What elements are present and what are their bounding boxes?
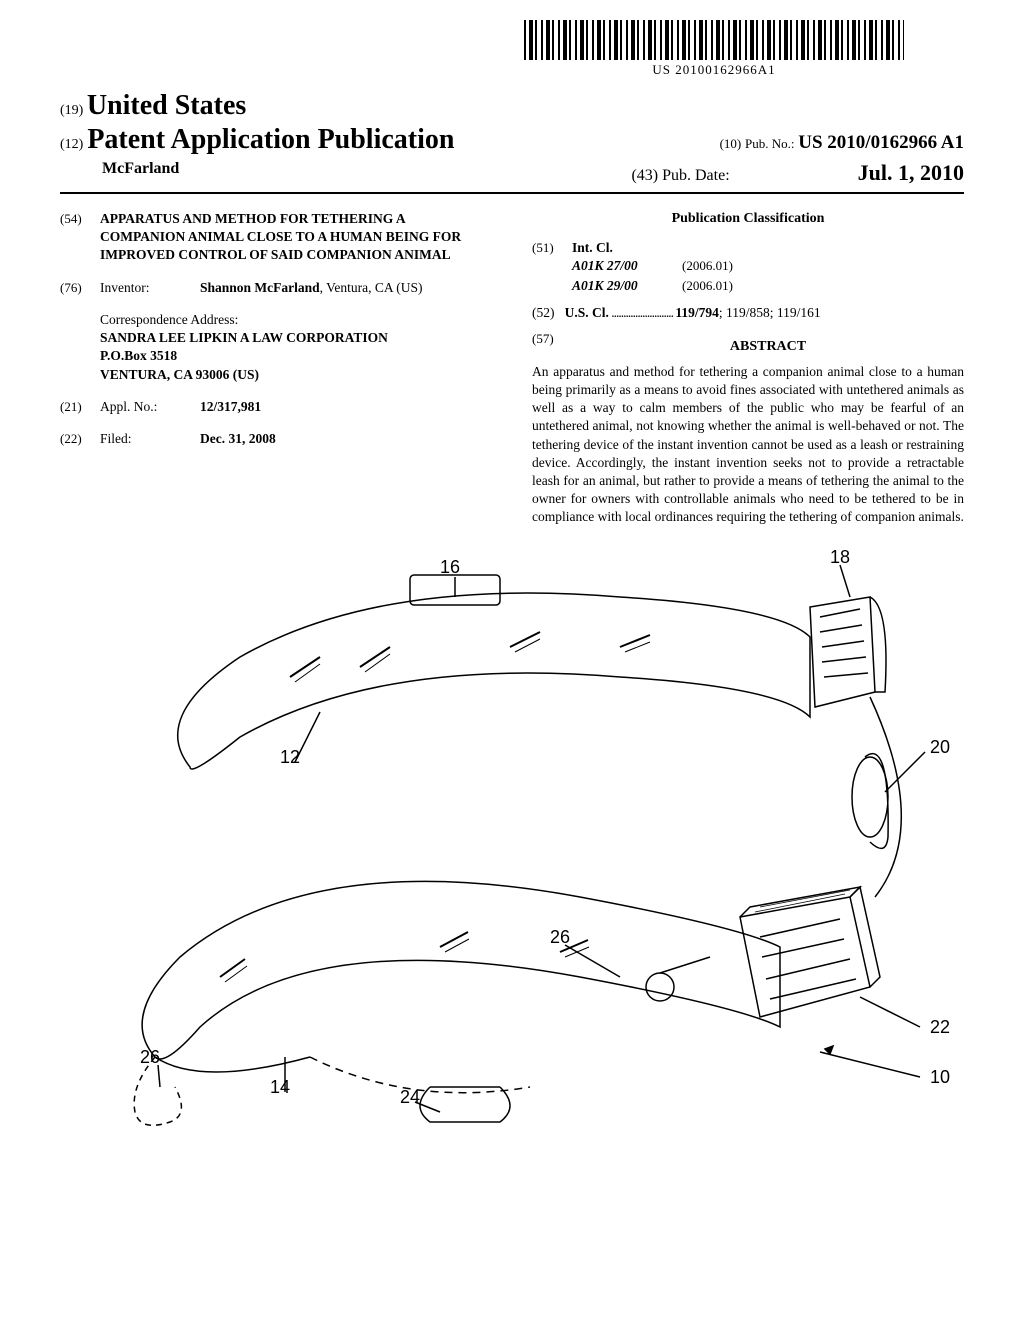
intcl-num: (51)	[532, 239, 572, 298]
correspondence-address: Correspondence Address: SANDRA LEE LIPKI…	[100, 311, 492, 384]
pubno-label: Pub. No.:	[745, 136, 794, 151]
corr-label: Correspondence Address:	[100, 311, 492, 329]
pub-number-block: (10) Pub. No.: US 2010/0162966 A1	[720, 132, 964, 154]
inventor-value: Shannon McFarland, Ventura, CA (US)	[200, 279, 492, 297]
appl-field: (21) Appl. No.: 12/317,981	[60, 398, 492, 416]
uscl-bold: 119/794	[675, 305, 719, 320]
filed-num: (22)	[60, 430, 100, 448]
intcl-label-text: Int. Cl.	[572, 240, 613, 255]
intcl-year-0: (2006.01)	[682, 257, 733, 275]
ref-16: 16	[440, 557, 460, 578]
ref-12: 12	[280, 747, 300, 768]
title-num: (54)	[60, 210, 100, 265]
pubno-num: (10)	[720, 136, 742, 151]
uscl-field: (52) U.S. Cl. 119/794; 119/858; 119/161	[532, 304, 964, 322]
appl-num: (21)	[60, 398, 100, 416]
ref-18: 18	[830, 547, 850, 568]
country-line: (19) United States	[60, 90, 964, 122]
inventor-name: Shannon McFarland	[200, 280, 320, 295]
ref-20: 20	[930, 737, 950, 758]
abstract-title: ABSTRACT	[572, 338, 964, 357]
abstract-num: (57)	[532, 330, 572, 363]
ref-14: 14	[270, 1077, 290, 1098]
corr-line1: SANDRA LEE LIPKIN A LAW CORPORATION	[100, 330, 388, 345]
filed-label: Filed:	[100, 430, 200, 448]
ref-26b: 26	[140, 1047, 160, 1068]
intcl-code-1: A01K 29/00	[572, 277, 682, 295]
author-name: McFarland	[102, 160, 179, 177]
author-cell: McFarland	[60, 160, 179, 186]
pub-title-main: Patent Application Publication	[87, 124, 454, 155]
corr-line2: P.O.Box 3518	[100, 348, 177, 363]
author-row: McFarland (43) Pub. Date: Jul. 1, 2010	[60, 160, 964, 186]
patent-figure: 16 18 12 20 26 22 14 24 26 10	[60, 547, 964, 1187]
pubdate-num: (43)	[631, 167, 658, 184]
left-column: (54) APPARATUS AND METHOD FOR TETHERING …	[60, 210, 492, 527]
uscl-dots	[609, 305, 676, 320]
ref-26a: 26	[550, 927, 570, 948]
intcl-block: Int. Cl. A01K 27/00 (2006.01) A01K 29/00…	[572, 239, 964, 298]
inventor-field: (76) Inventor: Shannon McFarland, Ventur…	[60, 279, 492, 297]
inventor-loc: , Ventura, CA (US)	[320, 280, 423, 295]
title-field: (54) APPARATUS AND METHOD FOR TETHERING …	[60, 210, 492, 265]
intcl-label: Int. Cl.	[572, 239, 964, 257]
barcode-text: US 20100162966A1	[524, 62, 904, 78]
document-header: (19) United States (12) Patent Applicati…	[60, 90, 964, 194]
pub-title-num: (12)	[60, 137, 83, 152]
intcl-row-0: A01K 27/00 (2006.01)	[572, 257, 964, 275]
abstract-header: (57) ABSTRACT	[532, 330, 964, 363]
pubno-value: US 2010/0162966 A1	[798, 132, 964, 153]
classification-title: Publication Classification	[532, 210, 964, 229]
invention-title: APPARATUS AND METHOD FOR TETHERING A COM…	[100, 210, 492, 265]
filed-value: Dec. 31, 2008	[200, 430, 492, 448]
intcl-code-0: A01K 27/00	[572, 257, 682, 275]
publication-title-block: (12) Patent Application Publication	[60, 124, 454, 156]
appl-label: Appl. No.:	[100, 398, 200, 416]
country-name: United States	[87, 90, 246, 121]
title-row: (12) Patent Application Publication (10)…	[60, 124, 964, 156]
uscl-rest: ; 119/858; 119/161	[719, 305, 821, 320]
figure-svg	[60, 547, 964, 1187]
ref-10: 10	[930, 1067, 950, 1088]
ref-22: 22	[930, 1017, 950, 1038]
intcl-field: (51) Int. Cl. A01K 27/00 (2006.01) A01K …	[532, 239, 964, 298]
corr-line3: VENTURA, CA 93006 (US)	[100, 367, 259, 382]
intcl-row-1: A01K 29/00 (2006.01)	[572, 277, 964, 295]
country-num: (19)	[60, 103, 83, 118]
uscl-num: (52)	[532, 305, 555, 320]
appl-value: 12/317,981	[200, 398, 492, 416]
bibliographic-columns: (54) APPARATUS AND METHOD FOR TETHERING …	[60, 210, 964, 527]
barcode-section: US 20100162966A1	[524, 20, 904, 78]
pubdate-value: Jul. 1, 2010	[858, 160, 964, 185]
right-column: Publication Classification (51) Int. Cl.…	[532, 210, 964, 527]
pubdate-label: Pub. Date:	[662, 167, 730, 184]
abstract-text: An apparatus and method for tethering a …	[532, 363, 964, 527]
inventor-label: Inventor:	[100, 279, 200, 297]
pub-date-block: (43) Pub. Date: Jul. 1, 2010	[631, 160, 964, 186]
inventor-num: (76)	[60, 279, 100, 297]
header-separator	[60, 192, 964, 194]
filed-field: (22) Filed: Dec. 31, 2008	[60, 430, 492, 448]
uscl-label: U.S. Cl.	[565, 305, 609, 320]
barcode-graphic	[524, 20, 904, 60]
intcl-year-1: (2006.01)	[682, 277, 733, 295]
ref-24: 24	[400, 1087, 420, 1108]
